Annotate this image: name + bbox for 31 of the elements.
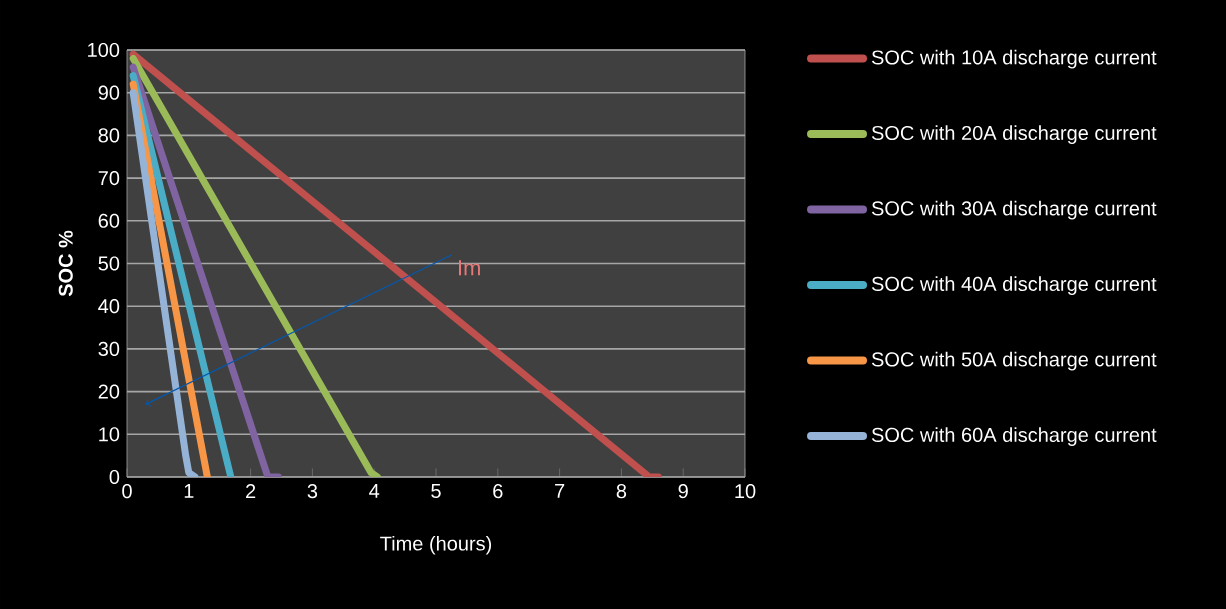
y-tick-label: 10 (99, 427, 120, 442)
annotation: Im (458, 260, 480, 276)
y-tick-label: 30 (98, 341, 120, 356)
legend-label: SOC with 60A discharge current (871, 427, 1157, 446)
y-tick-label: 20 (98, 384, 120, 399)
y-tick-label: 70 (98, 171, 120, 186)
x-tick-label: 6 (493, 484, 503, 499)
x-tick-label: 3 (307, 484, 318, 499)
x-tick-label: 8 (616, 484, 627, 499)
x-tick-label: 10 (735, 484, 756, 499)
y-tick-label: 0 (109, 469, 120, 485)
y-tick-label: 60 (98, 213, 120, 228)
y-tick-label: 40 (98, 299, 120, 314)
legend-label: SOC with 30A discharge current (871, 200, 1157, 220)
y-tick-label: 100 (88, 42, 120, 58)
y-axis-title: SOC % (58, 230, 73, 297)
y-tick-label: 50 (98, 256, 120, 271)
x-axis-title: Time (hours) (380, 535, 492, 555)
y-tick-label: 90 (98, 85, 120, 100)
x-tick-label: 0 (122, 484, 132, 499)
legend-label: SOC with 20A discharge current (871, 125, 1157, 144)
y-tick-label: 80 (98, 128, 120, 143)
x-tick-label: 4 (369, 484, 380, 498)
x-tick-label: 1 (184, 484, 194, 498)
legend-label: SOC with 50A discharge current (871, 351, 1157, 371)
x-tick-label: 5 (431, 484, 441, 498)
legend-label: SOC with 40A discharge current (871, 276, 1157, 295)
x-tick-label: 7 (555, 484, 565, 498)
x-tick-label: 2 (246, 484, 256, 499)
x-tick-label: 9 (678, 484, 688, 499)
legend-label: SOC with 10A discharge current (871, 49, 1157, 69)
